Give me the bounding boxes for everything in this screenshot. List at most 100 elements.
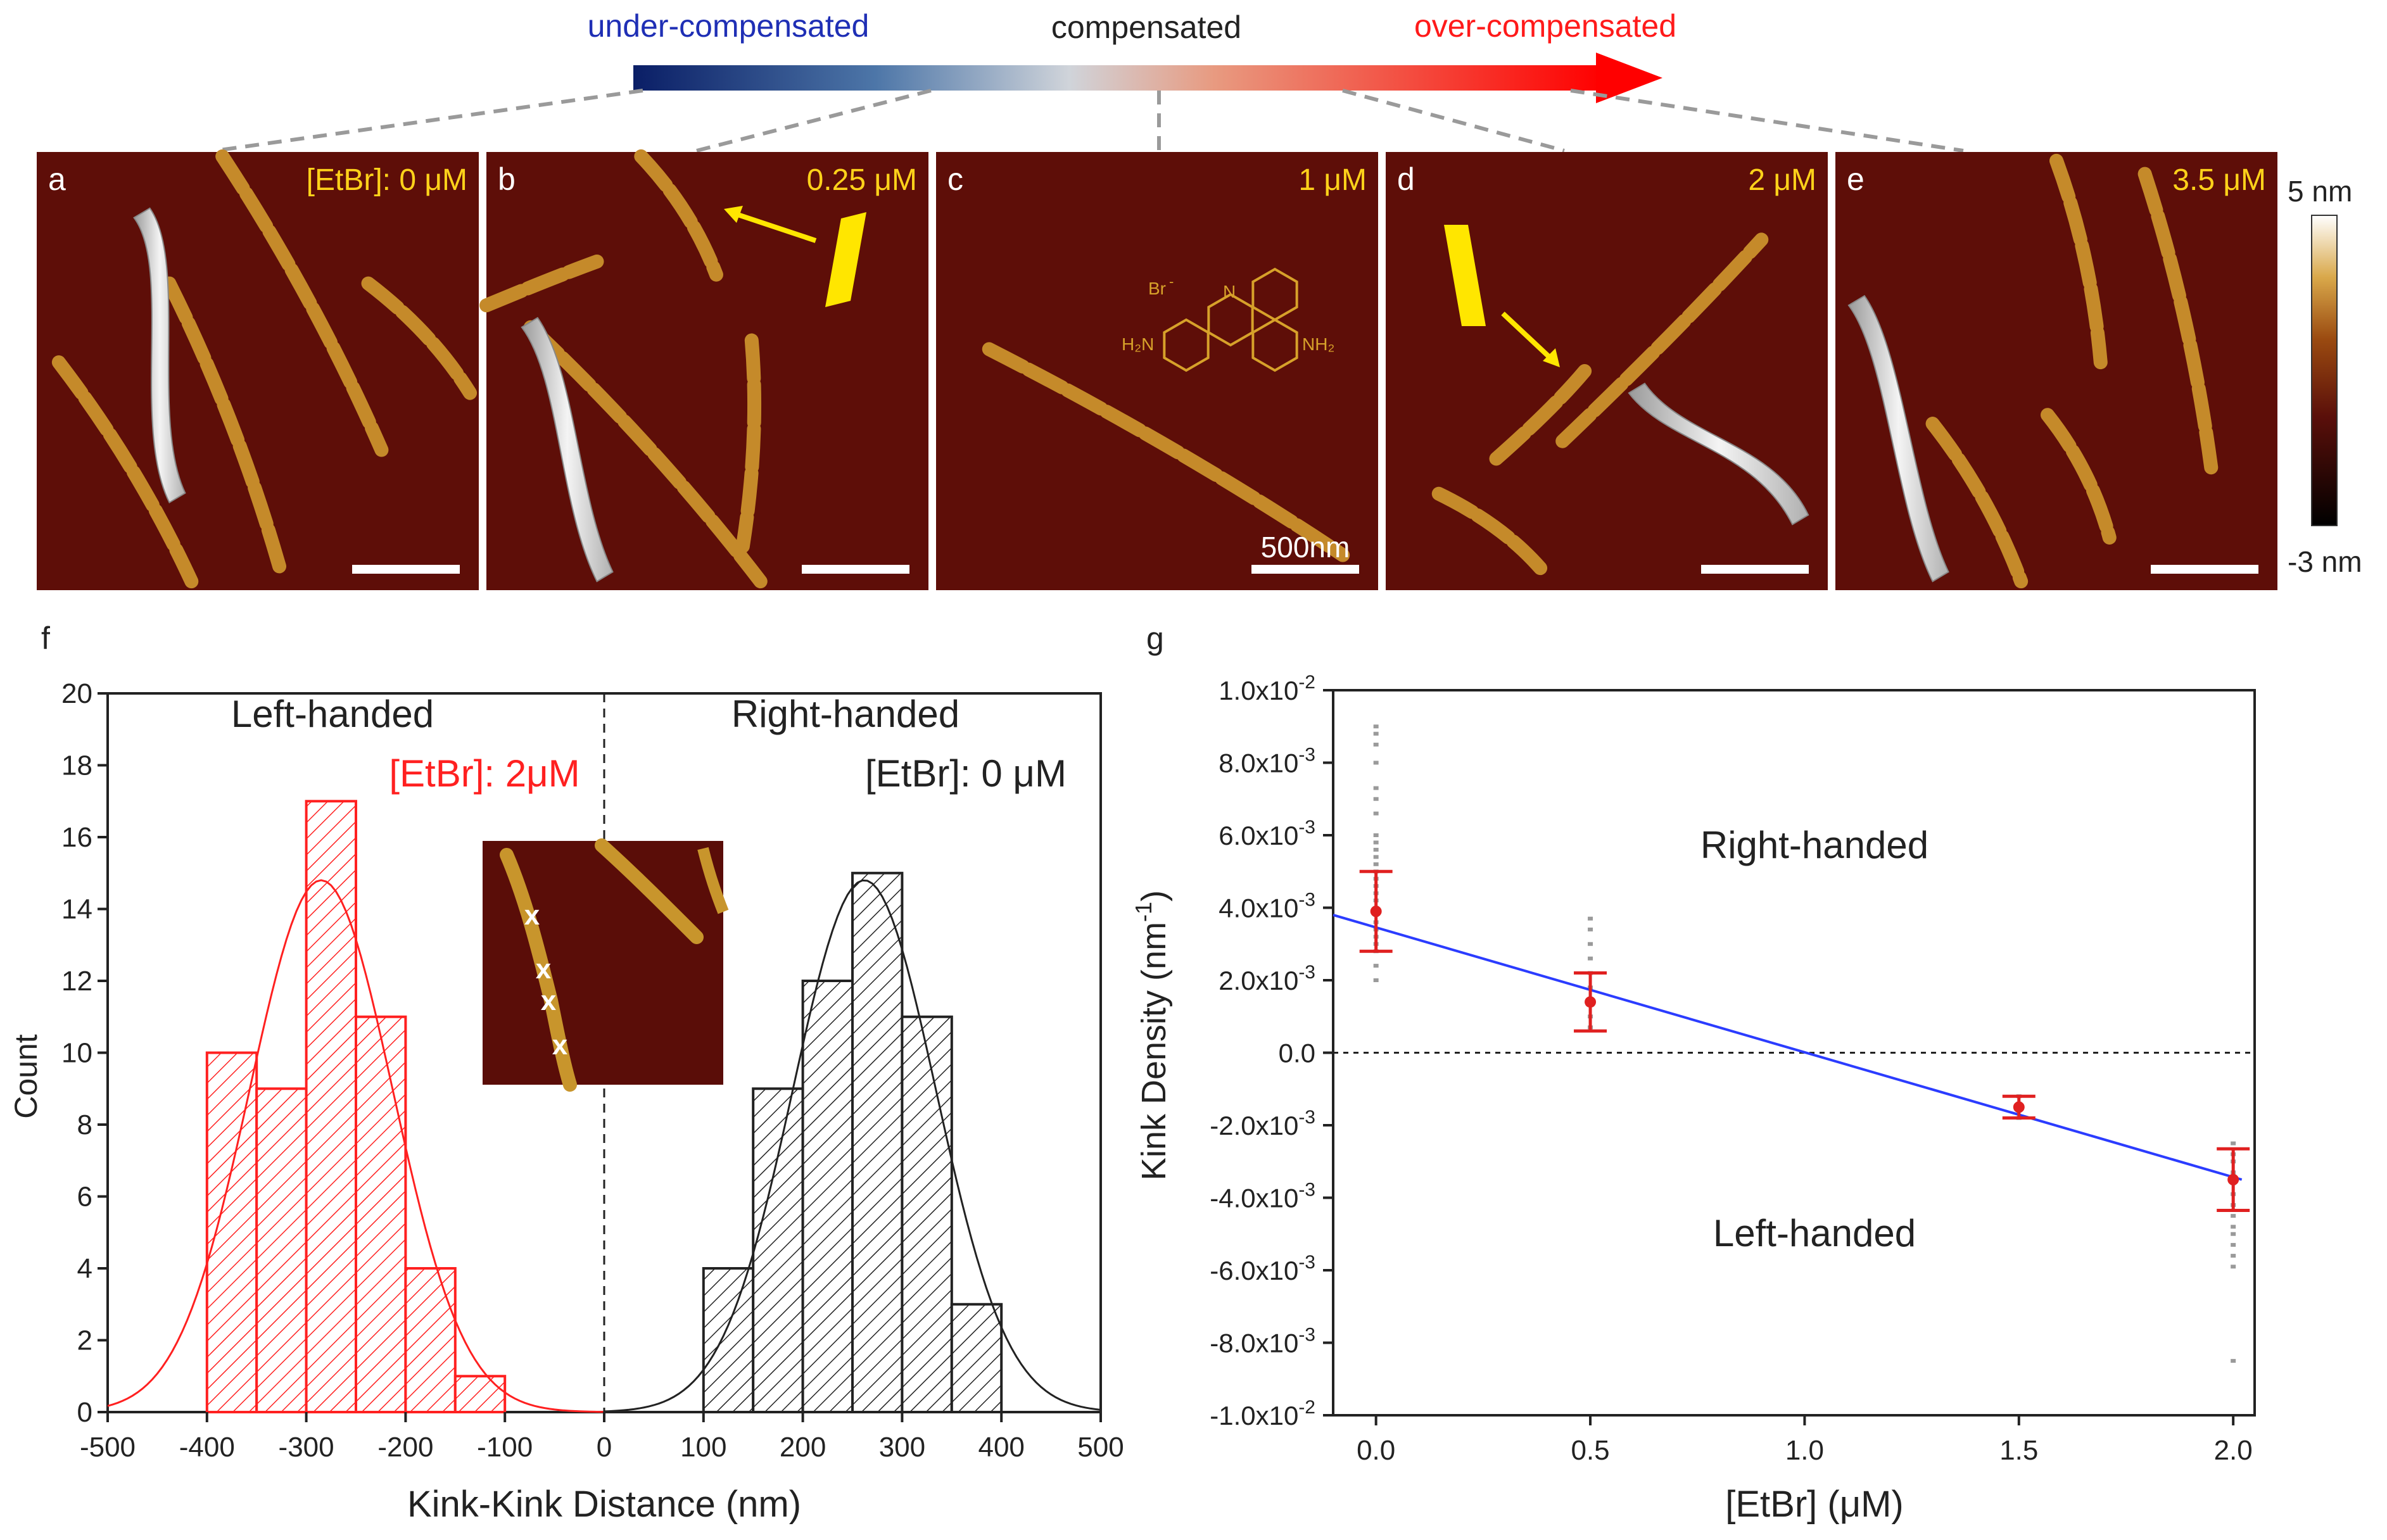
afm-filament [982,342,1350,562]
raw-data-point [2231,1265,2236,1269]
afm-filament [1489,364,1592,466]
raw-data-point [1373,847,1379,852]
right-handed-title: Right-handed [731,693,959,735]
x-tick-label: -300 [279,1432,334,1463]
y-tick-label: 12 [61,966,92,997]
concentration-label: 0.25 μM [807,163,917,197]
histogram-bar [801,980,854,1413]
histogram-bar [404,1267,457,1413]
x-tick-label: 200 [780,1432,826,1463]
raw-data-point [2231,1214,2236,1218]
x-tick-label: 400 [978,1432,1024,1463]
linear-fit-line [1333,914,2243,1181]
scale-bar-label: 500nm [1261,531,1350,564]
kink-marker: x [541,985,557,1016]
gradient-arrow-body [633,65,1602,91]
panel-f-letter: f [41,621,50,656]
raw-data-point [1373,742,1379,747]
right-handed-region-label: Right-handed [1700,824,1928,866]
mean-data-point [2013,1101,2025,1113]
concentration-label: [EtBr]: 0 μM [307,163,467,197]
x-tick-label: 0.5 [1571,1435,1609,1466]
raw-data-point [1588,956,1593,961]
colorbar-max-label: 5 nm [2288,175,2352,208]
raw-data-point [2231,1254,2236,1258]
raw-data-point [2231,1242,2236,1247]
y-tick-label: 4.0x10-3 [1219,890,1315,923]
panel-letter: e [1847,161,1865,197]
left-handed-title: Left-handed [231,693,434,735]
y-tick-label: -2.0x10-3 [1210,1107,1315,1140]
compensation-bar: under-compensated compensated over-compe… [215,8,1964,153]
y-tick-label: 10 [61,1038,92,1069]
ylabel-main: Kink Density (nm [1135,922,1173,1180]
scale-bar [1701,565,1809,574]
y-tick-label: -1.0x10-2 [1210,1397,1315,1430]
afm-filament [361,276,478,400]
y-tick-label: 2 [77,1325,92,1356]
panel-letter: d [1397,161,1415,197]
raw-data-point [1373,786,1379,790]
histogram-bar [752,1087,804,1413]
colorbar-gradient [2311,215,2338,526]
y-tick-label: 20 [61,678,92,709]
afm-filament [479,255,604,313]
histogram-bar [255,1087,308,1413]
y-tick-label: 16 [61,822,92,853]
y-tick-label: 18 [61,750,92,781]
raw-data-point [1588,916,1593,921]
raw-data-point [1373,724,1379,729]
afm-panel-e: e 3.5 μM [1835,152,2277,590]
panel-g-ylabel: Kink Density (nm-1) [1130,890,1173,1180]
afm-filament [2041,408,2117,545]
scale-bar [2151,565,2258,574]
y-tick-label: 0.0 [1279,1038,1315,1068]
afm-filament [2137,167,2219,475]
y-tick-label: 14 [61,894,92,925]
afm-filament [1925,417,2029,589]
x-tick-label: 1.0 [1785,1435,1824,1466]
under-compensated-label: under-compensated [588,8,870,44]
yellow-plane-marker [1444,225,1486,326]
histogram-bar [702,1267,755,1413]
raw-data-point [1373,833,1379,837]
scale-bar [352,565,460,574]
concentration-label: 2 μM [1748,163,1816,197]
bromide-counter-ion: Br [1148,279,1166,298]
over-compensated-label: over-compensated [1414,8,1676,44]
mean-data-point [1585,996,1597,1008]
raw-data-point [2231,1232,2236,1236]
afm-filament [51,355,199,589]
afm-filament [162,276,287,576]
right-handed-condition: [EtBr]: 0 μM [865,752,1067,795]
kink-marker: x [536,954,552,985]
left-handed-region-label: Left-handed [1713,1212,1916,1254]
x-tick-label: -200 [377,1432,433,1463]
y-tick-label: 6 [77,1182,92,1213]
raw-data-point [1373,840,1379,845]
afm-panel-a: a [EtBr]: 0 μM [37,149,479,590]
panel-f-xlabel: Kink-Kink Distance (nm) [407,1484,801,1525]
raw-data-point [1588,942,1593,946]
gradient-arrow-head [1596,53,1662,103]
x-tick-label: 0.0 [1357,1435,1395,1466]
raw-data-point [1373,978,1379,982]
afm-filament [1555,232,1769,448]
y-tick-label: 0 [77,1397,92,1428]
afm-filament [735,333,762,553]
afm-panel-c: c 1 μM 500nm Br - N H₂N NH₂ [936,152,1378,590]
afm-panel-b: b 0.25 μM [479,149,928,590]
molecule-ring [1251,267,1298,322]
afm-filament [1431,486,1548,576]
y-tick-label: 6.0x10-3 [1219,817,1315,850]
connector-lines [215,89,1964,153]
gaussian-fit-line [107,879,605,1413]
y-tick-label: 4 [77,1253,92,1284]
x-tick-label: 1.5 [1999,1435,2038,1466]
x-tick-label: 0 [597,1432,612,1463]
panel-g-xlabel: [EtBr] (μM) [1725,1484,1904,1525]
height-colorbar: 5 nm -3 nm [2288,175,2362,578]
x-tick-label: 300 [879,1432,925,1463]
raw-data-point [1373,862,1379,866]
afm-filament [523,320,768,589]
